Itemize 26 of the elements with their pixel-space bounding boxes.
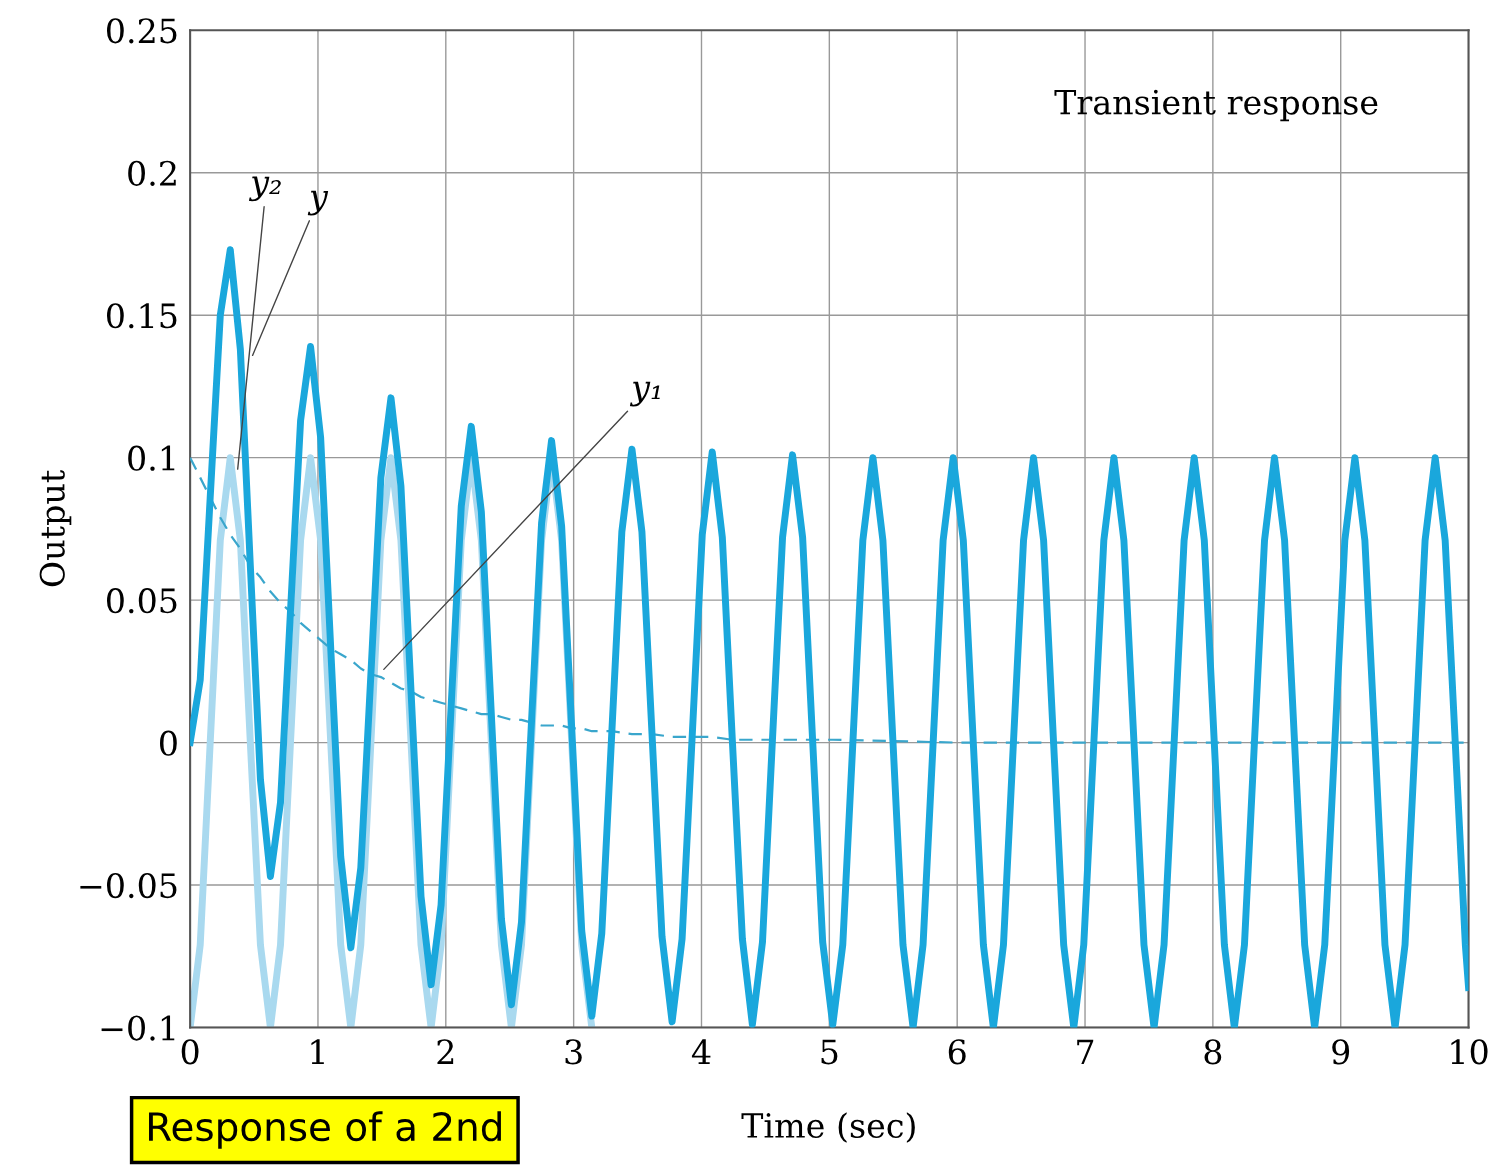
y-tick-label: 0	[160, 730, 177, 756]
x-tick-label: 2	[437, 1039, 454, 1064]
y-tick-label: 0.25	[106, 18, 177, 44]
x-tick-label: 7	[1077, 1039, 1094, 1064]
y-tick-label: 0.15	[106, 303, 177, 329]
x-tick-label: 8	[1204, 1039, 1222, 1065]
y-tick-label: 0.05	[106, 588, 177, 614]
x-tick-label: 10	[1451, 1039, 1488, 1065]
text: y₂	[248, 176, 281, 202]
y-tick-label: 0.2	[128, 160, 176, 186]
x-tick-label: 3	[565, 1039, 582, 1065]
text: Response of a 2nd	[149, 1111, 501, 1149]
y-tick-label: 0.1	[128, 445, 175, 471]
y-tick-label: −0.05	[80, 872, 177, 899]
x-tick-label: 5	[821, 1039, 838, 1065]
x-tick-label: 4	[691, 1039, 711, 1064]
y-tick-label: −0.1	[101, 1015, 175, 1041]
x-axis-title: Time (sec)	[741, 1112, 915, 1143]
x-tick-label: 6	[948, 1039, 966, 1065]
x-tick-label: 0	[181, 1039, 199, 1065]
x-tick-label: 1	[311, 1039, 324, 1064]
annotation: Transient response	[1054, 89, 1378, 122]
x-tick-label: 9	[1332, 1039, 1350, 1065]
text: y	[307, 190, 329, 216]
y-axis-title: Output	[39, 469, 72, 587]
text: y₁	[629, 381, 660, 407]
